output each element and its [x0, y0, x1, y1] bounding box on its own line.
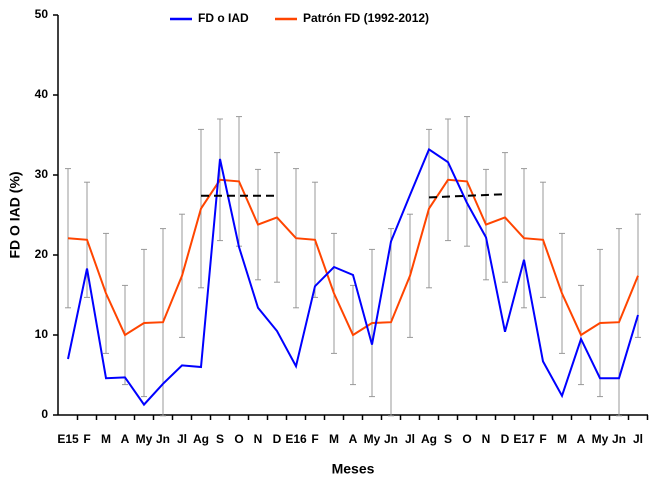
legend-label: FD o IAD — [198, 11, 249, 25]
y-tick-label: 10 — [35, 327, 49, 341]
legend-label: Patrón FD (1992-2012) — [303, 11, 429, 25]
x-tick-label: A — [349, 432, 358, 446]
x-tick-label: Jn — [156, 432, 170, 446]
x-tick-label: N — [482, 432, 491, 446]
x-tick-label: Jl — [633, 432, 643, 446]
series-line — [67, 178, 639, 337]
x-tick-label: M — [329, 432, 339, 446]
x-tick-label: O — [234, 432, 243, 446]
x-tick-label: Jn — [384, 432, 398, 446]
x-tick-label: Ag — [193, 432, 209, 446]
x-tick-label: A — [577, 432, 586, 446]
x-tick-label: F — [311, 432, 318, 446]
x-tick-label: E16 — [285, 432, 307, 446]
x-tick-label: F — [539, 432, 546, 446]
x-tick-label: M — [101, 432, 111, 446]
x-tick-label: Jl — [405, 432, 415, 446]
x-tick-label: D — [273, 432, 282, 446]
x-tick-label: D — [501, 432, 510, 446]
x-tick-label: F — [83, 432, 90, 446]
x-tick-label: My — [592, 432, 609, 446]
x-axis-label: Meses — [332, 461, 375, 477]
x-tick-label: Jl — [177, 432, 187, 446]
x-tick-label: S — [216, 432, 224, 446]
x-tick-label: A — [121, 432, 130, 446]
series-line — [67, 147, 639, 407]
x-tick-label: S — [444, 432, 452, 446]
x-tick-label: N — [254, 432, 263, 446]
y-tick-label: 40 — [35, 87, 49, 101]
y-tick-label: 30 — [35, 167, 49, 181]
x-tick-label: Jn — [612, 432, 626, 446]
y-tick-label: 20 — [35, 247, 49, 261]
y-tick-label: 0 — [41, 407, 48, 421]
x-tick-label: M — [557, 432, 567, 446]
x-tick-label: Ag — [421, 432, 437, 446]
x-tick-label: E17 — [513, 432, 535, 446]
x-tick-label: O — [462, 432, 471, 446]
y-tick-label: 50 — [35, 7, 49, 21]
x-tick-label: My — [136, 432, 153, 446]
x-tick-label: My — [364, 432, 381, 446]
x-tick-label: E15 — [57, 432, 79, 446]
y-axis-label: FD O IAD (%) — [7, 171, 23, 258]
